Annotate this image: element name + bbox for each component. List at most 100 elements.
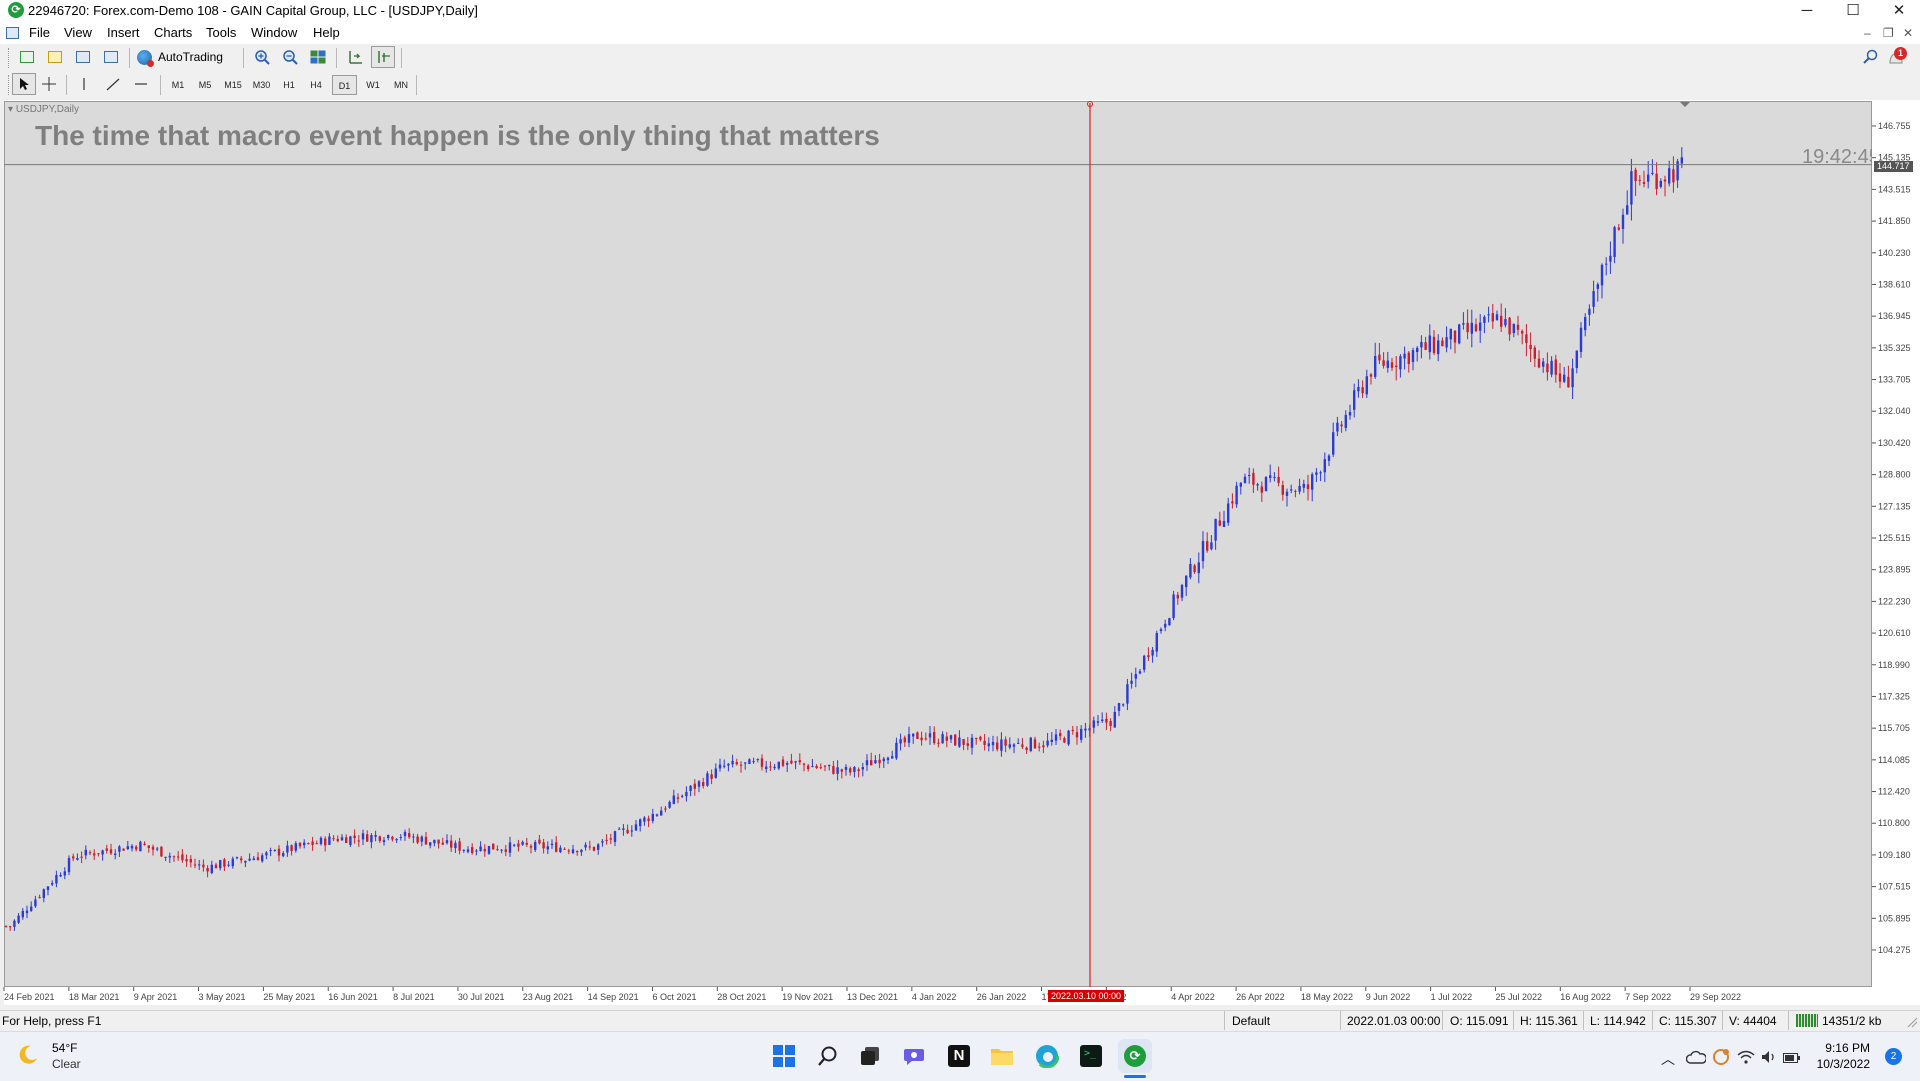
toolbar-grip[interactable] — [8, 48, 12, 68]
moon-weather-icon[interactable] — [16, 1043, 40, 1067]
toolbar-separator — [401, 48, 402, 68]
candle-body — [214, 864, 218, 869]
menu-view[interactable]: View — [64, 25, 92, 40]
y-axis-tick-label: 104.275 — [1878, 945, 1911, 955]
status-separator — [1652, 1011, 1653, 1030]
weather-description[interactable]: Clear — [52, 1057, 81, 1071]
menu-insert[interactable]: Insert — [107, 25, 140, 40]
timeframe-h1[interactable]: H1 — [283, 80, 295, 90]
candle-body — [1642, 182, 1646, 185]
crosshair-icon[interactable] — [37, 73, 61, 95]
document-icon[interactable] — [6, 27, 19, 39]
timeframe-m5[interactable]: M5 — [198, 80, 212, 90]
menu-file[interactable]: File — [29, 25, 50, 40]
candle-body — [1105, 718, 1108, 723]
mdi-restore-button[interactable]: ❐ — [1883, 26, 1894, 40]
x-axis-tick-label: 4 Apr 2022 — [1171, 992, 1215, 1002]
battery-icon[interactable] — [1783, 1052, 1801, 1063]
cloud-icon[interactable] — [1685, 1050, 1707, 1064]
trendline-icon[interactable] — [101, 73, 125, 95]
timeframe-mn[interactable]: MN — [394, 80, 408, 90]
clock-time[interactable]: 9:16 PM — [1825, 1041, 1870, 1055]
notification-badge: 1 — [1894, 47, 1907, 60]
file-explorer-icon[interactable] — [985, 1039, 1019, 1073]
resize-grip-icon[interactable] — [1906, 1016, 1918, 1031]
candle-body — [538, 839, 541, 844]
timeframe-d1[interactable]: D1 — [332, 75, 357, 95]
chevron-up-icon[interactable]: ︿ — [1661, 1051, 1675, 1067]
notification-center-badge[interactable]: 2 — [1885, 1048, 1902, 1065]
menu-window[interactable]: Window — [251, 25, 298, 40]
candle-body — [1550, 360, 1553, 375]
chart-plot-area[interactable] — [4, 101, 1872, 987]
cursor-icon[interactable] — [12, 73, 36, 95]
candle-body — [458, 841, 461, 851]
edge-icon[interactable] — [1030, 1039, 1064, 1073]
toolbar-grip[interactable] — [8, 75, 12, 95]
search-icon[interactable] — [1862, 48, 1880, 66]
menu-charts[interactable]: Charts — [154, 25, 193, 40]
profile-name[interactable]: Default — [1232, 1014, 1271, 1028]
vertical-line-icon[interactable] — [72, 73, 96, 95]
chat-icon[interactable] — [898, 1039, 932, 1073]
candle-body — [1008, 744, 1011, 748]
candle-body — [1395, 365, 1398, 368]
candle-body — [584, 844, 587, 848]
task-view-icon[interactable] — [853, 1039, 887, 1073]
candle-body — [664, 808, 667, 810]
wifi-icon[interactable] — [1737, 1050, 1755, 1064]
menu-help[interactable]: Help — [313, 25, 340, 40]
candle-body — [319, 837, 323, 845]
autoscroll-icon[interactable] — [371, 46, 395, 68]
timeframe-w1[interactable]: W1 — [366, 80, 380, 90]
candle-body — [1668, 168, 1671, 184]
update-icon[interactable] — [1712, 1048, 1730, 1066]
candle-body — [1101, 719, 1104, 721]
candle-body — [324, 838, 327, 846]
timeframe-m15[interactable]: M15 — [224, 80, 242, 90]
chart-canvas[interactable]: 146.755 145.135 143.515 141.850 140.230 138.6… — [0, 0, 1920, 1010]
candle-body — [1470, 322, 1473, 334]
tile-windows-icon[interactable] — [306, 46, 330, 68]
maximize-button[interactable]: ☐ — [1846, 2, 1860, 19]
zoom-out-icon[interactable] — [278, 46, 302, 68]
timeframe-h4[interactable]: H4 — [310, 80, 322, 90]
weather-temperature[interactable]: 54°F — [52, 1041, 78, 1055]
zoom-in-icon[interactable] — [250, 46, 274, 68]
candle-body — [1361, 387, 1364, 394]
notifications-icon[interactable]: 1 — [1886, 47, 1908, 67]
candle-body — [248, 858, 251, 861]
connection-status-icon[interactable] — [1796, 1014, 1818, 1027]
navigator-icon[interactable] — [99, 46, 123, 68]
chart-shift-icon[interactable] — [343, 46, 367, 68]
mdi-close-button[interactable]: ✕ — [1903, 26, 1914, 40]
candle-body — [1050, 739, 1053, 742]
new-chart-icon[interactable] — [15, 46, 39, 68]
menu-tools[interactable]: Tools — [206, 25, 237, 40]
timeframe-m1[interactable]: M1 — [171, 80, 185, 90]
speaker-icon[interactable] — [1761, 1050, 1777, 1064]
candle-body — [542, 842, 545, 849]
autotrading-button[interactable]: AutoTrading — [137, 46, 229, 68]
profiles-icon[interactable] — [43, 46, 67, 68]
candle-body — [1025, 747, 1028, 750]
mt4-taskbar-icon[interactable]: ⟳ — [1118, 1039, 1152, 1073]
terminal-icon[interactable]: >_ — [1074, 1039, 1108, 1073]
horizontal-line-icon[interactable] — [129, 73, 153, 95]
notion-icon[interactable]: N — [942, 1039, 976, 1073]
windows-start-icon[interactable] — [767, 1039, 801, 1073]
mdi-minimize-button[interactable]: – — [1864, 26, 1871, 40]
candle-body — [1542, 361, 1545, 367]
candle-body — [991, 741, 995, 746]
candle-body — [731, 760, 734, 765]
clock-date[interactable]: 10/3/2022 — [1816, 1057, 1870, 1071]
market-watch-icon[interactable] — [71, 46, 95, 68]
minimize-button[interactable]: ─ — [1801, 2, 1813, 19]
candle-body — [891, 756, 894, 759]
high-value: H: 115.361 — [1520, 1014, 1578, 1028]
close-button[interactable]: ✕ — [1892, 2, 1906, 19]
search-taskbar-icon[interactable] — [811, 1039, 845, 1073]
candle-body — [966, 743, 969, 746]
candle-body — [1336, 422, 1339, 432]
timeframe-m30[interactable]: M30 — [252, 80, 271, 90]
